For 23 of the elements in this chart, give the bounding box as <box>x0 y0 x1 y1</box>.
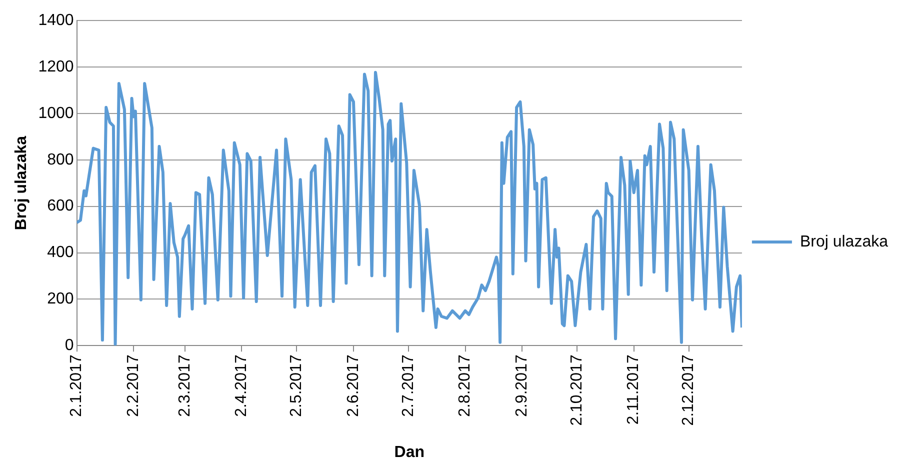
y-tick-label: 1000 <box>38 104 74 122</box>
x-tick-label: 2.12.2017 <box>680 354 698 426</box>
y-tick-label: 400 <box>47 244 74 262</box>
y-tick-label: 600 <box>47 198 74 215</box>
y-tick-label: 800 <box>47 151 74 168</box>
legend-label: Broj ulazaka <box>800 233 888 250</box>
x-tick-label: 2.8.2017 <box>456 354 474 417</box>
x-tick-label: 2.6.2017 <box>344 354 362 417</box>
x-tick-label: 2.4.2017 <box>233 354 250 417</box>
y-tick-label: 1200 <box>38 58 74 76</box>
x-axis-title: Dan <box>394 444 424 461</box>
x-tick-label: 2.9.2017 <box>513 354 530 417</box>
y-axis-title: Broj ulazaka <box>13 136 30 230</box>
x-tick-label: 2.7.2017 <box>400 354 417 417</box>
x-tick-label: 2.1.2017 <box>68 354 86 417</box>
x-tick-label: 2.5.2017 <box>288 354 306 417</box>
x-tick-label: 2.10.2017 <box>568 354 586 426</box>
y-tick-label: 1400 <box>38 12 74 30</box>
y-tick-label: 0 <box>64 337 74 354</box>
x-tick-label: 2.2.2017 <box>125 354 142 417</box>
x-tick-label: 2.11.2017 <box>625 354 642 425</box>
y-tick-label: 200 <box>47 290 74 308</box>
x-tick-label: 2.3.2017 <box>176 354 194 417</box>
